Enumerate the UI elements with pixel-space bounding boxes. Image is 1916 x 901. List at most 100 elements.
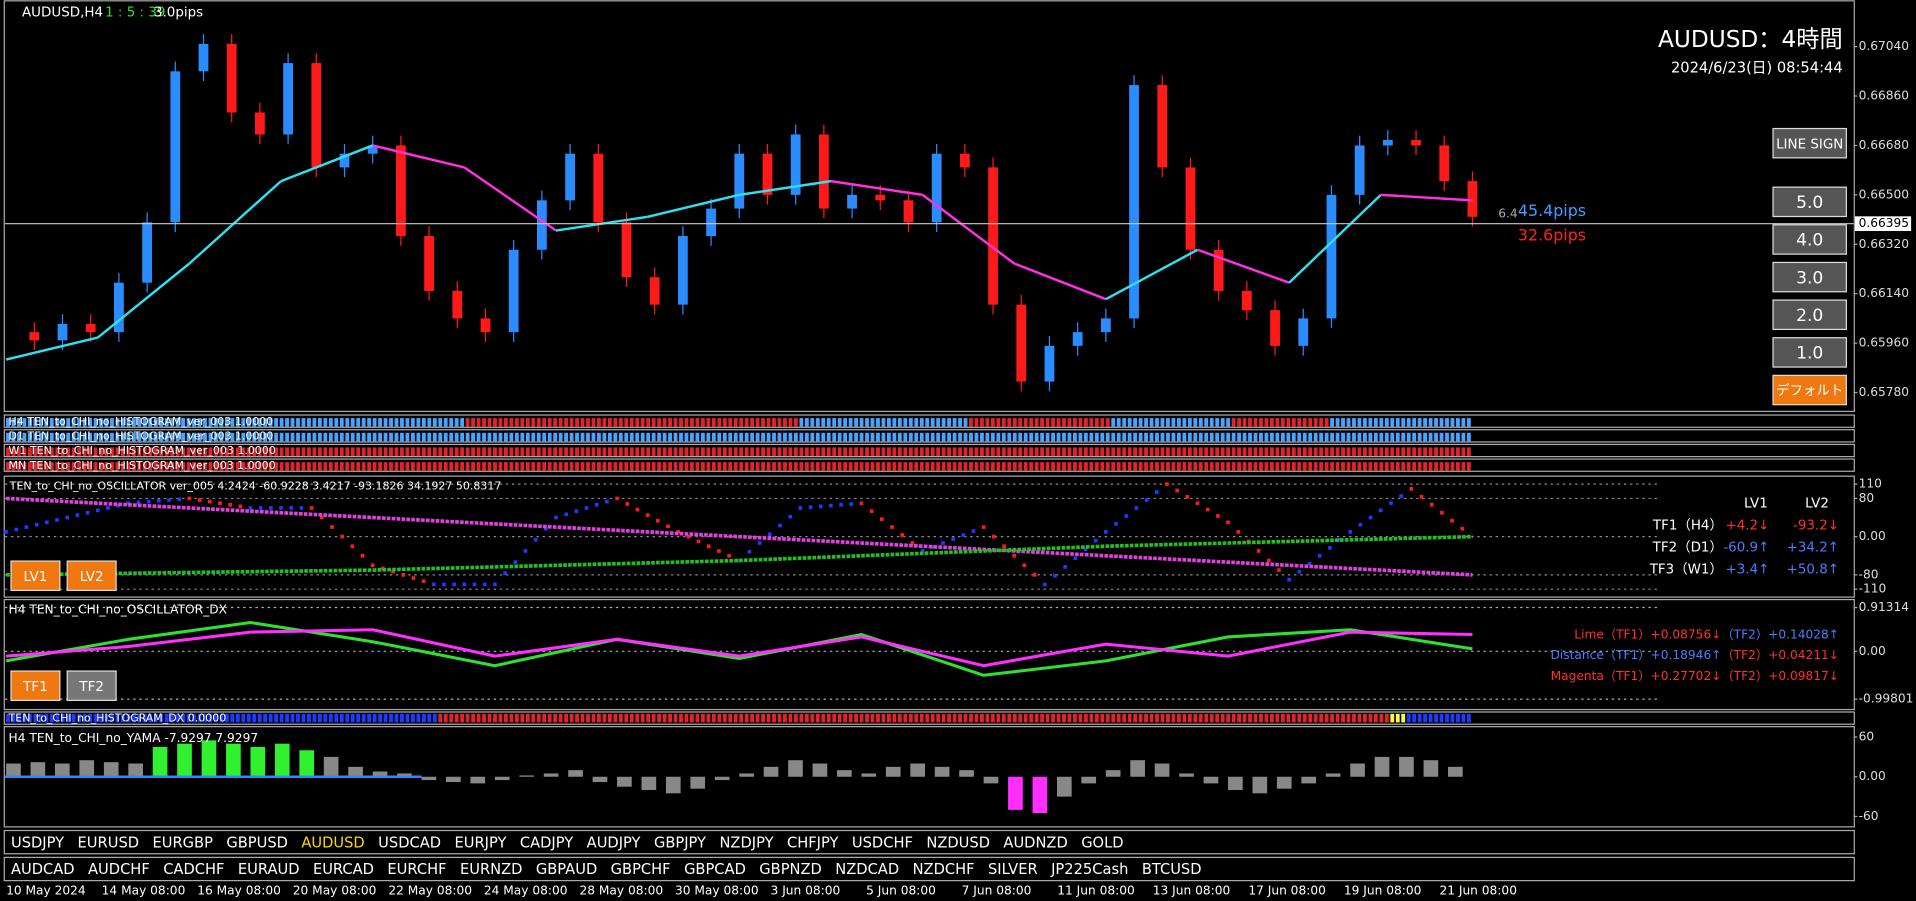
symbol-tab[interactable]: EURAUD (238, 861, 300, 878)
default-button[interactable]: デフォルト (1772, 374, 1847, 406)
histogram-cell (301, 462, 306, 471)
symbol-tab[interactable]: GBPJPY (654, 834, 706, 851)
histogram-cell (1308, 462, 1313, 471)
histogram-cell (1133, 447, 1138, 456)
symbol-tab[interactable]: AUDCAD (11, 861, 75, 878)
lv-button[interactable]: LV2 (66, 560, 117, 592)
histogram-cell (657, 713, 662, 723)
candle-body (1467, 181, 1478, 217)
symbol-tab[interactable]: AUDJPY (587, 834, 641, 851)
symbol-tab[interactable]: USDJPY (11, 834, 64, 851)
level-button-text[interactable]: 2.0 (1796, 306, 1823, 326)
histogram-cell (509, 447, 514, 456)
symbol-tab[interactable]: CADCHF (163, 861, 224, 878)
histogram-cell (1308, 432, 1313, 442)
symbol-tab[interactable]: GOLD (1081, 834, 1123, 851)
tf-button[interactable]: TF2 (66, 670, 117, 701)
histogram-cell (657, 447, 662, 456)
line-sign-button[interactable]: LINE SIGN (1772, 127, 1847, 159)
histogram-cell (1466, 432, 1471, 442)
symbol-tab[interactable]: GBPAUD (536, 861, 597, 878)
level-button-text[interactable]: 4.0 (1796, 231, 1823, 251)
histogram-cell (854, 713, 859, 723)
histogram-cell (263, 447, 268, 456)
histogram-cell (110, 432, 114, 442)
symbol-tab[interactable]: GBPCAD (684, 861, 746, 878)
histogram-cell (1417, 447, 1422, 456)
symbol-tab[interactable]: EURCHF (387, 861, 446, 878)
symbol-tab[interactable]: EURNZD (460, 861, 522, 878)
histogram-cell (640, 462, 645, 471)
symbol-tab[interactable]: GBPCHF (611, 861, 671, 878)
histogram-cell (1330, 713, 1335, 723)
histogram-cell (6, 432, 10, 442)
histogram-cell (22, 418, 27, 427)
histogram-cell (416, 462, 421, 471)
oscillator-dot (391, 569, 395, 574)
histogram-cell (1083, 432, 1088, 442)
oscillator-dot (289, 506, 294, 510)
histogram-cell (739, 462, 744, 471)
histogram-cell (504, 462, 508, 471)
histogram-cell (700, 447, 705, 456)
oscillator-dot (1389, 501, 1393, 506)
tf-button-text[interactable]: TF2 (78, 680, 104, 695)
histogram-cell (668, 447, 672, 456)
symbol-tab[interactable]: JP225Cash (1050, 861, 1128, 878)
symbol-tab[interactable]: NZDCHF (913, 861, 975, 878)
symbol-tab[interactable]: SILVER (988, 861, 1038, 878)
level-button-text[interactable]: 5.0 (1796, 193, 1823, 213)
symbol-tab[interactable]: EURGBP (152, 834, 213, 851)
level-button-text[interactable]: 3.0 (1796, 268, 1823, 288)
histogram-cell (1100, 713, 1105, 723)
lv-button[interactable]: LV1 (10, 560, 61, 592)
symbol-tab[interactable]: AUDUSD (301, 834, 364, 851)
level-button[interactable]: 3.0 (1772, 261, 1847, 293)
histogram-cell (881, 432, 886, 442)
symbol-tab[interactable]: USDCAD (378, 834, 441, 851)
line-sign-button-text[interactable]: LINE SIGN (1776, 137, 1843, 152)
level-button[interactable]: 4.0 (1772, 224, 1847, 255)
symbol-tab[interactable]: GBPNZD (759, 861, 822, 878)
oscillator-dot (1399, 494, 1403, 498)
symbol-tab[interactable]: EURUSD (78, 834, 140, 851)
symbol-tab[interactable]: USDCHF (852, 834, 913, 851)
level-button[interactable]: 2.0 (1772, 299, 1847, 331)
symbol-tab[interactable]: CHFJPY (787, 834, 839, 851)
symbol-tab[interactable]: EURJPY (454, 834, 506, 851)
histogram-cell (832, 462, 837, 471)
histogram-cell (153, 713, 158, 723)
symbol-tab[interactable]: NZDCAD (835, 861, 899, 878)
oscillator-dot (1216, 514, 1220, 518)
histogram-cell (131, 447, 136, 456)
symbol-tab[interactable]: AUDNZD (1003, 834, 1067, 851)
level-button[interactable]: 1.0 (1772, 337, 1847, 368)
symbol-tab[interactable]: NZDUSD (926, 834, 990, 851)
level-button[interactable]: 5.0 (1772, 186, 1847, 218)
level-button-text[interactable]: 1.0 (1796, 344, 1823, 364)
symbol-tab[interactable]: BTCUSD (1142, 861, 1202, 878)
histogram-cell (1122, 432, 1127, 442)
lv-button-text[interactable]: LV2 (80, 570, 104, 585)
symbol-tab[interactable]: CADJPY (520, 834, 573, 851)
histogram-cell (1253, 432, 1258, 442)
default-button-text[interactable]: デフォルト (1776, 382, 1843, 399)
histogram-cell (1166, 713, 1170, 723)
histogram-cell (1428, 447, 1433, 456)
tf-button-text[interactable]: TF1 (22, 680, 48, 695)
histogram-cell (1133, 462, 1138, 471)
histogram-cell (1040, 418, 1045, 427)
histogram-cell (1439, 713, 1444, 723)
symbol-tab[interactable]: EURCAD (313, 861, 374, 878)
histogram-cell (1001, 447, 1006, 456)
symbol-tab[interactable]: NZDJPY (719, 834, 773, 851)
tf-button[interactable]: TF1 (10, 670, 61, 701)
oscillator-dot (1307, 561, 1312, 566)
moving-average (5, 336, 99, 361)
oscillator-dot (330, 525, 334, 529)
date-label: 10 May 2024 (6, 884, 86, 898)
lv-button-text[interactable]: LV1 (24, 570, 48, 585)
symbol-tab[interactable]: AUDCHF (88, 861, 150, 878)
histogram-cell (821, 432, 826, 442)
symbol-tab[interactable]: GBPUSD (226, 834, 288, 851)
